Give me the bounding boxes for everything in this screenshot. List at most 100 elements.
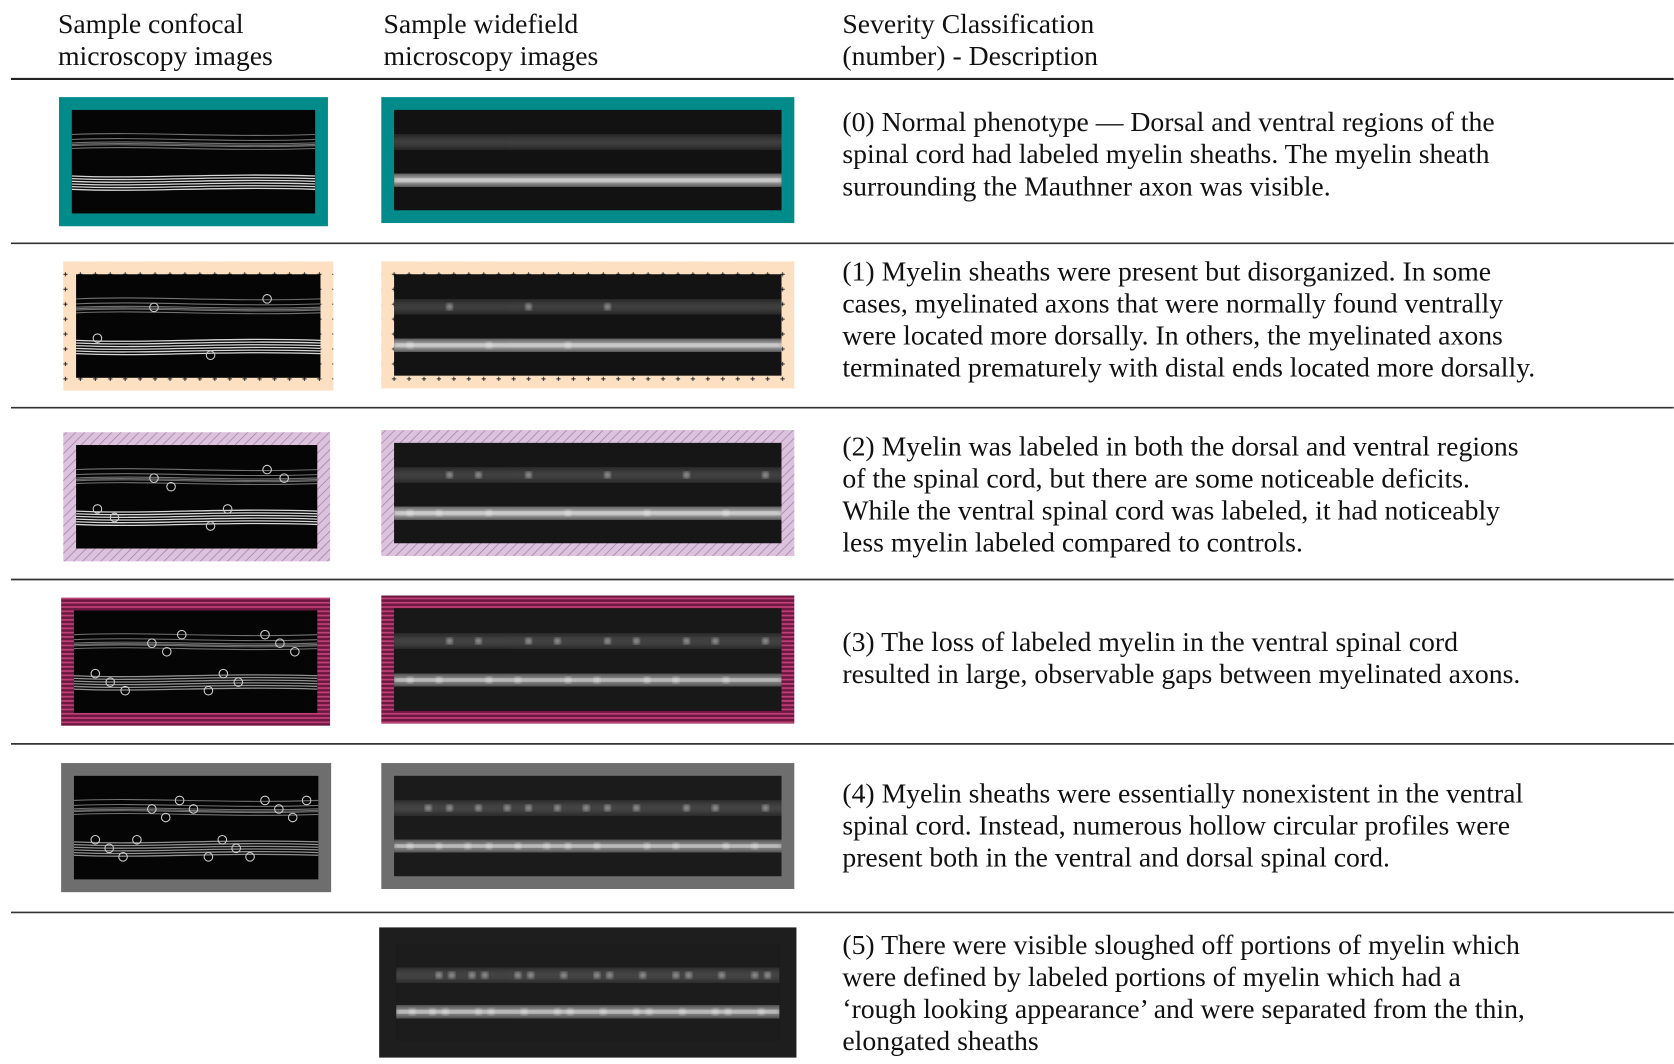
header-label: Severity Classification bbox=[842, 9, 1094, 40]
description-line: (3) The loss of labeled myelin in the ve… bbox=[842, 627, 1458, 658]
severity-row: (4) Myelin sheaths were essentially none… bbox=[61, 763, 1523, 893]
profile bbox=[233, 677, 244, 687]
bright-spot bbox=[724, 1008, 732, 1015]
description-line: (0) Normal phenotype — Dorsal and ventra… bbox=[842, 107, 1494, 138]
image-content bbox=[396, 944, 780, 1041]
fiber bbox=[73, 848, 319, 852]
bright-spot bbox=[633, 804, 640, 812]
profile bbox=[105, 677, 116, 687]
haze bbox=[394, 608, 782, 711]
bright-spot bbox=[485, 509, 493, 517]
haze bbox=[394, 274, 782, 376]
bright-spot bbox=[606, 972, 613, 979]
fiber bbox=[73, 641, 318, 645]
dorsal-band bbox=[394, 468, 782, 482]
fiber bbox=[73, 684, 318, 688]
bright-spot bbox=[514, 972, 522, 979]
profile bbox=[260, 795, 270, 806]
fiber bbox=[76, 346, 321, 350]
bright-spot bbox=[435, 509, 443, 517]
fiber bbox=[73, 638, 318, 642]
profile bbox=[274, 804, 284, 814]
fiber bbox=[73, 853, 319, 857]
ventral-core bbox=[394, 178, 782, 182]
fiber bbox=[73, 674, 318, 678]
profile bbox=[287, 812, 298, 823]
fiber bbox=[71, 138, 316, 141]
fiber bbox=[71, 147, 316, 150]
bright-spot bbox=[604, 637, 611, 645]
bright-spot bbox=[435, 842, 443, 850]
fiber bbox=[73, 810, 319, 814]
fiber bbox=[71, 174, 316, 178]
fiber bbox=[73, 840, 319, 844]
profile bbox=[203, 685, 214, 696]
image-content bbox=[394, 608, 782, 711]
bright-spot bbox=[488, 1008, 495, 1015]
description-line: (2) Myelin was labeled in both the dorsa… bbox=[842, 432, 1518, 463]
fiber bbox=[71, 141, 316, 145]
fiber bbox=[73, 851, 319, 855]
fiber bbox=[71, 133, 316, 136]
profile bbox=[104, 843, 114, 854]
microscopy-image bbox=[73, 610, 318, 713]
severity-row: (3) The loss of labeled myelin in the ve… bbox=[61, 595, 1520, 726]
fiber bbox=[73, 812, 319, 816]
fiber bbox=[76, 522, 318, 526]
bright-spot bbox=[514, 842, 522, 850]
haze bbox=[394, 442, 782, 544]
bright-spot bbox=[406, 342, 414, 349]
haze bbox=[394, 109, 782, 211]
fiber bbox=[76, 514, 318, 518]
header-label: Sample widefield bbox=[383, 9, 578, 40]
bright-spot bbox=[683, 637, 690, 645]
description-line: ‘rough looking appearance’ and were sepa… bbox=[842, 994, 1525, 1025]
bright-spot bbox=[406, 842, 414, 850]
bright-spot bbox=[446, 303, 453, 310]
fiber bbox=[71, 187, 316, 191]
header-label: microscopy images bbox=[383, 41, 598, 72]
bright-spot bbox=[481, 972, 489, 979]
description-line: elongated sheaths bbox=[842, 1026, 1038, 1057]
bright-spot bbox=[525, 471, 532, 479]
bright-spot bbox=[604, 471, 611, 479]
description-line: (4) Myelin sheaths were essentially none… bbox=[842, 778, 1523, 809]
profile bbox=[132, 834, 142, 845]
fiber bbox=[73, 647, 318, 651]
profile bbox=[290, 646, 300, 657]
bright-spot bbox=[425, 804, 432, 812]
bright-spot bbox=[672, 972, 680, 979]
severity-row: (0) Normal phenotype — Dorsal and ventra… bbox=[59, 97, 1495, 227]
bright-spot bbox=[446, 637, 453, 645]
ventral-core bbox=[394, 343, 782, 347]
bright-spot bbox=[672, 842, 680, 850]
fiber bbox=[71, 182, 316, 186]
microscopy-image bbox=[394, 274, 782, 376]
bright-spot bbox=[409, 1008, 416, 1015]
bright-spot bbox=[468, 972, 476, 979]
image-content bbox=[73, 795, 319, 862]
fiber bbox=[76, 468, 318, 472]
bright-spot bbox=[751, 842, 759, 850]
image-content bbox=[394, 274, 782, 376]
fiber bbox=[73, 676, 318, 680]
fiber bbox=[71, 179, 316, 183]
bright-spot bbox=[593, 972, 601, 979]
profile bbox=[222, 504, 233, 514]
bright-spot bbox=[554, 804, 561, 812]
bright-spot bbox=[446, 471, 453, 479]
description-line: cases, myelinated axons that were normal… bbox=[842, 289, 1503, 320]
profile bbox=[166, 481, 176, 492]
bright-spot bbox=[718, 972, 725, 979]
description-line: resulted in large, observable gaps betwe… bbox=[842, 659, 1520, 690]
profile bbox=[174, 795, 185, 806]
bright-spot bbox=[672, 676, 680, 684]
profile bbox=[120, 685, 130, 696]
bright-spot bbox=[564, 509, 572, 517]
description-line: (5) There were visible sloughed off port… bbox=[842, 930, 1520, 961]
fiber bbox=[73, 643, 318, 647]
bright-spot bbox=[525, 804, 532, 812]
bright-spot bbox=[442, 1008, 449, 1015]
bright-spot bbox=[633, 637, 640, 645]
